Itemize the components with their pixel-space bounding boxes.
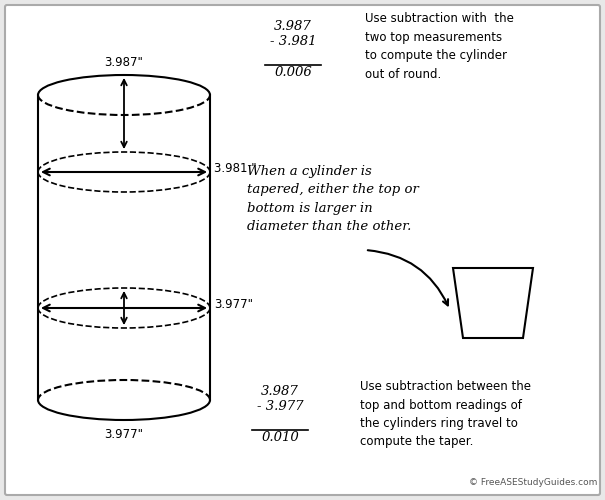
Text: 0.010: 0.010 [261, 431, 299, 444]
Text: 3.977": 3.977" [214, 298, 253, 312]
Text: 3.987: 3.987 [274, 20, 312, 33]
Text: 3.987: 3.987 [261, 385, 299, 398]
Text: 3.977": 3.977" [105, 428, 143, 441]
Text: © FreeASEStudyGuides.com: © FreeASEStudyGuides.com [469, 478, 597, 487]
Text: Use subtraction between the
top and bottom readings of
the cylinders ring travel: Use subtraction between the top and bott… [360, 380, 531, 448]
Text: 3.981 ": 3.981 " [214, 162, 257, 175]
Text: - 3.977: - 3.977 [257, 400, 303, 413]
Text: 0.006: 0.006 [274, 66, 312, 79]
Text: 3.987": 3.987" [105, 56, 143, 69]
FancyBboxPatch shape [5, 5, 600, 495]
Text: When a cylinder is
tapered, either the top or
bottom is larger in
diameter than : When a cylinder is tapered, either the t… [247, 165, 419, 234]
Text: - 3.981: - 3.981 [270, 35, 316, 48]
Text: Use subtraction with  the
two top measurements
to compute the cylinder
out of ro: Use subtraction with the two top measure… [365, 12, 514, 80]
